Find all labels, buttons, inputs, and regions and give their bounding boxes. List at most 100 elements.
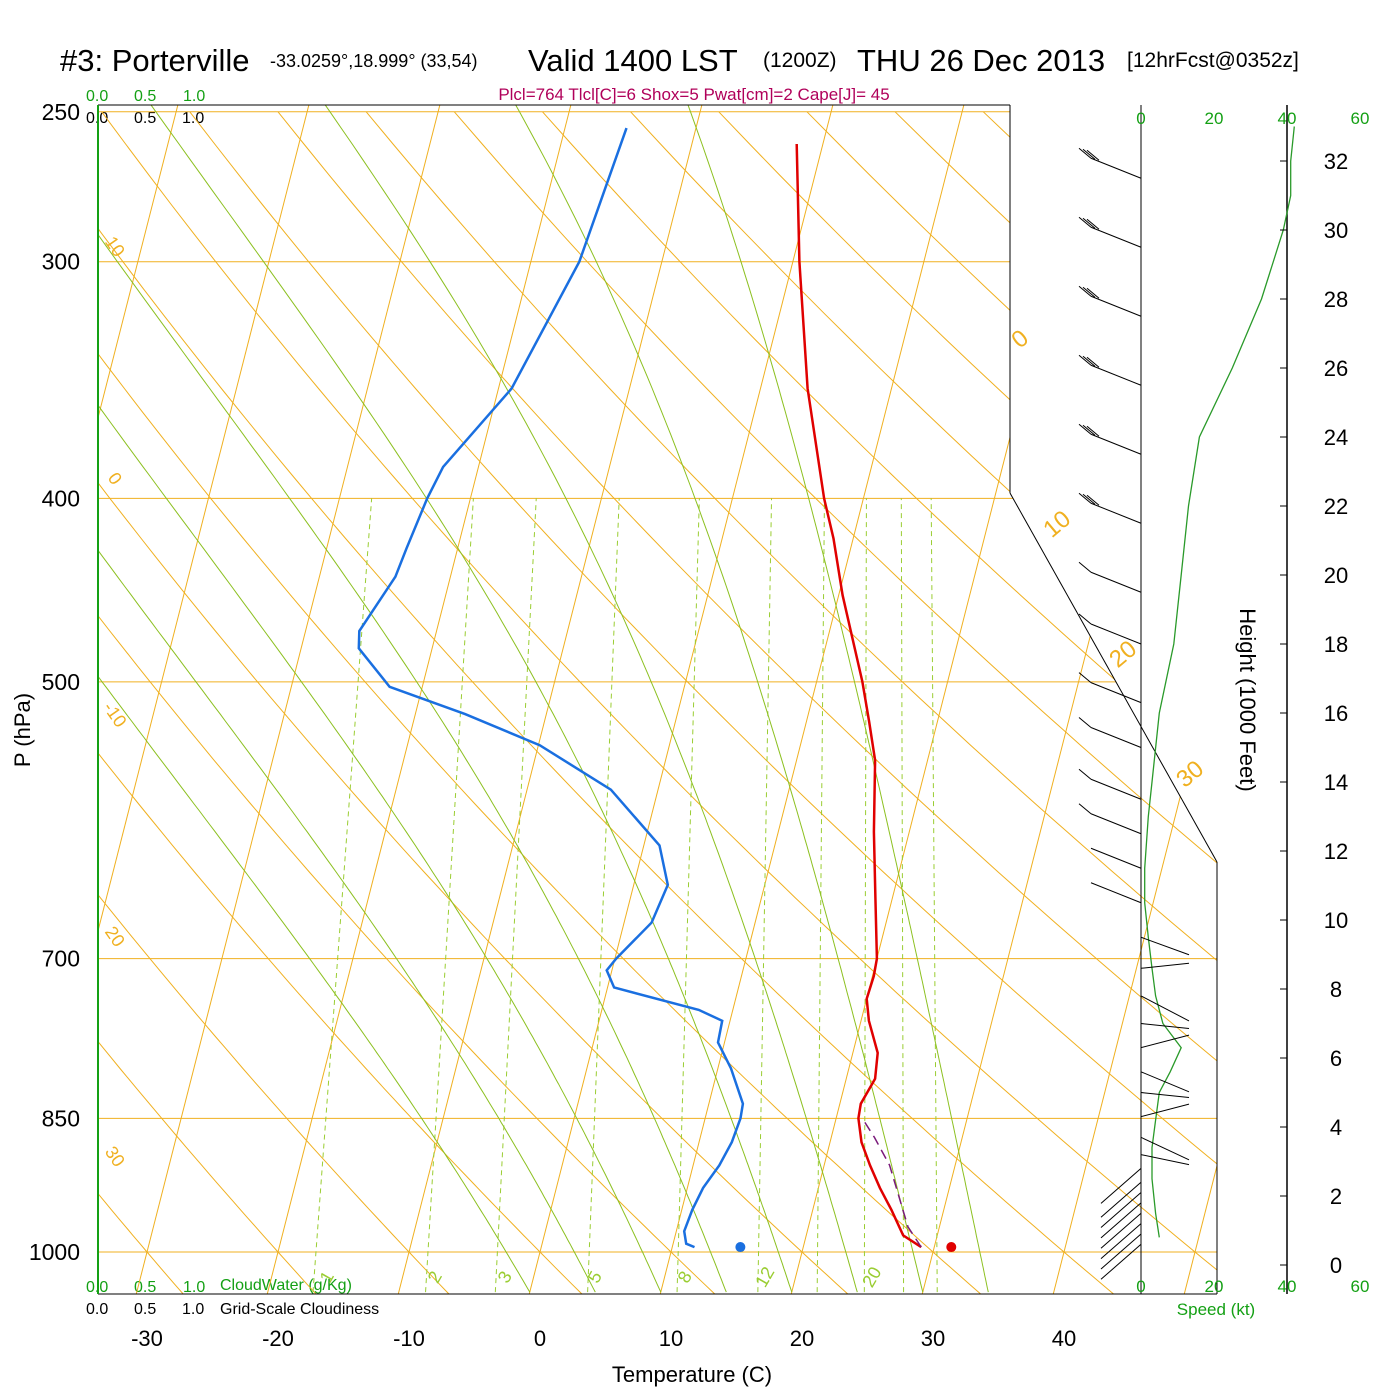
height-tick-label: 14: [1324, 770, 1348, 795]
isotherm-label: 10: [1038, 505, 1076, 543]
dry-adiabat: [98, 111, 722, 1294]
wind-barb-staff: [1100, 1212, 1142, 1249]
dry-adiabat: [542, 111, 1217, 1294]
wind-barb: [1078, 354, 1142, 386]
moist-adiabat: [143, 105, 793, 1293]
moist-adiabat: [317, 105, 858, 1293]
wind-barb-staff: [1100, 1192, 1142, 1228]
height-tick-label: 2: [1330, 1184, 1342, 1209]
dry-adiabat: [806, 111, 1217, 1294]
temperature-tick-label: -20: [262, 1326, 294, 1351]
wind-barb-staff: [1090, 727, 1142, 748]
mixing-ratio-line: [863, 498, 867, 1293]
station-coords: -33.0259°,18.999° (33,54): [270, 51, 478, 71]
wind-barb-flag: [1078, 803, 1092, 815]
parcel-trace: [861, 1117, 922, 1248]
wind-barb: [1100, 1243, 1142, 1280]
moist-adiabat: [98, 105, 727, 1293]
dry-adiabat: [277, 111, 1217, 1294]
wind-barb: [1078, 147, 1142, 179]
cloudwater-scale-tick: 0.5: [134, 88, 156, 105]
dry-adiabat: [101, 111, 1217, 1294]
wind-barb-staff: [1100, 1223, 1142, 1259]
wind-barb-staff: [1090, 623, 1142, 645]
isotherm-line: [920, 105, 1217, 1294]
wind-barb-flag: [1082, 217, 1096, 229]
speed-tick-label: 40: [1278, 1277, 1297, 1296]
wind-barb-staff: [1140, 1154, 1190, 1166]
wind-barb: [1078, 803, 1142, 835]
temperature-tick-label: -10: [393, 1326, 425, 1351]
y-axis-title: P (hPa): [10, 693, 35, 767]
wind-barb: [1078, 561, 1142, 593]
wind-barb-flag: [1086, 425, 1100, 437]
temperature-tick-label: 30: [921, 1326, 945, 1351]
cloudwater-label: CloudWater (g/Kg): [220, 1277, 352, 1294]
height-tick-label: 22: [1324, 494, 1348, 519]
wind-barb-flag: [1078, 423, 1092, 435]
valid-time: Valid 1400 LST: [528, 43, 738, 78]
height-tick-label: 20: [1324, 563, 1348, 588]
wind-barb: [1140, 1103, 1190, 1118]
cloud-scale-top: 0.0 0.5 1.0 0.0 0.5 1.0: [86, 88, 205, 127]
wind-barb: [1078, 717, 1142, 748]
pressure-tick-label: 850: [42, 1105, 80, 1131]
wind-barb: [1140, 1071, 1190, 1093]
wind-barb-staff: [1100, 1181, 1142, 1218]
wind-barb-staff: [1140, 936, 1190, 956]
wind-barb: [1078, 492, 1142, 524]
speed-axis-title: Speed (kt): [1177, 1300, 1255, 1319]
wind-barb-staff: [1090, 295, 1142, 317]
height-tick-label: 32: [1324, 149, 1348, 174]
wind-barb-flag: [1078, 216, 1092, 228]
isotherm-line: [98, 105, 312, 1294]
temperature-trace: [795, 143, 922, 1249]
wind-barb-flag: [1086, 356, 1100, 368]
mixing-ratio-line: [930, 498, 938, 1293]
temperature-tick-label: -30: [131, 1326, 163, 1351]
dry-adiabat: [630, 111, 1217, 1294]
wind-speed-trace: [1144, 126, 1295, 1238]
isotherm-label: 30: [1171, 755, 1209, 793]
dry-adiabat: [365, 111, 1217, 1294]
mixing-ratio-label: 12: [751, 1263, 778, 1290]
wind-barb-flag: [1078, 717, 1092, 728]
wind-barb-staff: [1100, 1168, 1142, 1204]
wind-barb-staff: [1140, 1034, 1190, 1049]
wind-barb: [1140, 1023, 1190, 1029]
mixing-ratio-line: [676, 498, 700, 1293]
wind-barb-staff: [1140, 962, 1190, 969]
mixing-ratio-line: [494, 498, 537, 1293]
dry-adiabat: [98, 111, 988, 1294]
wind-barb-flag: [1086, 494, 1100, 506]
dry-adiabat-label: 30: [101, 1143, 129, 1171]
moist-adiabat: [98, 105, 662, 1293]
mixing-ratio-labels: 1 2 3 5 8 12 20: [316, 1263, 886, 1290]
moist-adiabat: [509, 105, 924, 1293]
height-tick-label: 24: [1324, 425, 1348, 450]
wind-barb: [1140, 1136, 1190, 1161]
height-tick-label: 26: [1324, 356, 1348, 381]
temperature-tick-label: 0: [534, 1326, 546, 1351]
wind-barb-flag: [1082, 286, 1096, 298]
speed-tick-label: 0: [1136, 109, 1145, 128]
temperature-tick-label: 10: [659, 1326, 683, 1351]
wind-barb-staff: [1090, 571, 1142, 593]
wind-barb: [1078, 285, 1142, 317]
height-tick-label: 30: [1324, 218, 1348, 243]
mixing-ratio-line: [312, 498, 373, 1293]
wind-barb: [1100, 1223, 1142, 1259]
dewpoint-trace: [357, 127, 745, 1249]
wind-barb-staff: [1090, 882, 1142, 904]
wind-barb: [1078, 216, 1142, 248]
wind-barb-staff: [1090, 847, 1142, 869]
wind-barb: [1078, 768, 1142, 800]
cloudiness-scale-tick: 0.0: [86, 1301, 108, 1318]
wind-barb: [1100, 1212, 1142, 1249]
wind-profile: [1078, 126, 1295, 1280]
cloudiness-label: Grid-Scale Cloudiness: [220, 1301, 379, 1318]
station-title: #3: Porterville: [60, 43, 250, 78]
cloudiness-scale-tick: 0.5: [134, 110, 156, 127]
wind-barb: [1140, 936, 1190, 956]
isotherm-label: 20: [1104, 635, 1142, 673]
